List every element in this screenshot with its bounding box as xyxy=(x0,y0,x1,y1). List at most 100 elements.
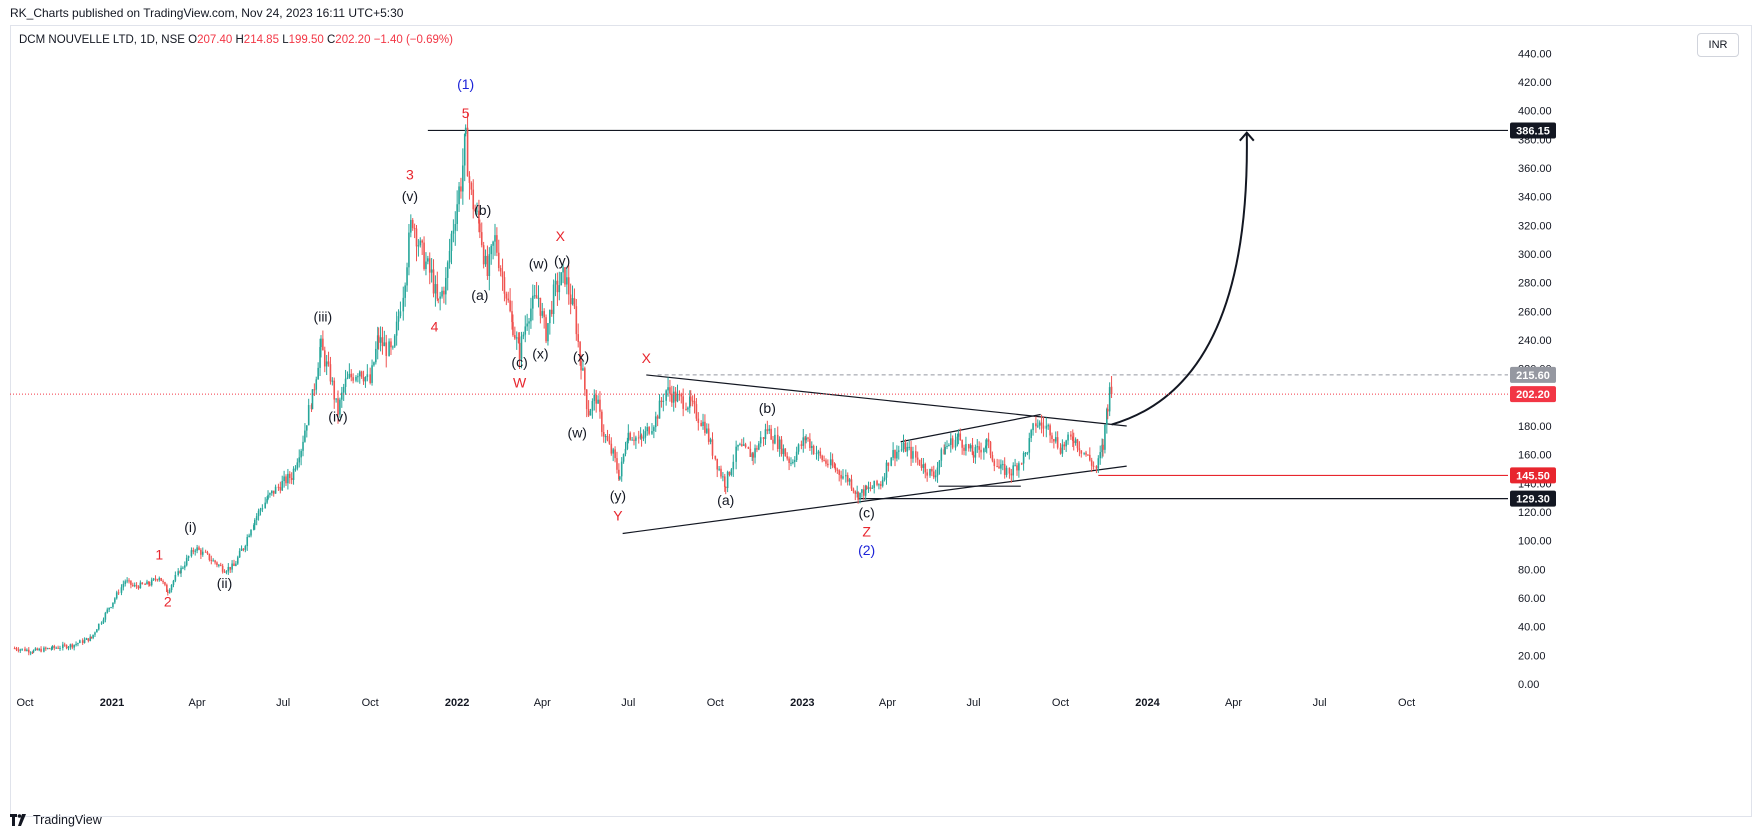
candle-body xyxy=(876,480,878,485)
candle-body xyxy=(272,490,275,494)
candle-body xyxy=(759,437,762,444)
candle-body xyxy=(926,472,928,476)
candle-body xyxy=(392,346,394,348)
candle-body xyxy=(174,574,177,581)
high-label: H xyxy=(235,34,244,46)
candle-body xyxy=(432,269,435,294)
wave-label: (w) xyxy=(529,255,548,271)
price-tags: 215.60 202.20 386.15 145.50 129.30 xyxy=(10,122,1556,507)
candle-body xyxy=(38,648,40,651)
candle-body xyxy=(350,373,353,378)
candle-body xyxy=(723,476,726,487)
tradingview-logo[interactable]: TradingView xyxy=(10,813,102,827)
candle-body xyxy=(271,490,273,494)
candle-body xyxy=(817,451,820,454)
candle-body xyxy=(1008,467,1011,474)
candle-body xyxy=(961,440,963,448)
candle-body xyxy=(1110,386,1113,395)
currency-button[interactable]: INR xyxy=(1697,33,1739,57)
candle-body xyxy=(200,549,202,555)
candle-body xyxy=(974,447,977,458)
candle-body xyxy=(608,440,611,444)
candle-body xyxy=(585,389,588,410)
candle-body xyxy=(580,361,582,371)
candle-body xyxy=(770,428,772,440)
candle-body xyxy=(373,362,375,366)
candle-body xyxy=(556,280,559,293)
candle-body xyxy=(631,439,633,441)
candle-body xyxy=(319,347,321,368)
candle-body xyxy=(730,469,733,475)
candle-body xyxy=(206,552,209,554)
candle-body xyxy=(214,560,216,563)
candle-body xyxy=(466,127,469,177)
candle-body xyxy=(235,563,237,566)
wave-label: (i) xyxy=(184,519,196,535)
candle-body xyxy=(809,438,811,449)
candle-body xyxy=(1076,439,1079,449)
candle-body xyxy=(505,293,508,299)
wave-label: (c) xyxy=(858,505,874,521)
candle-body xyxy=(250,529,252,536)
price-tag-box xyxy=(1510,386,1556,403)
candle-body xyxy=(951,438,954,448)
candle-body xyxy=(27,649,30,653)
candle-body xyxy=(1089,454,1091,461)
candle-body xyxy=(115,592,118,599)
candle-body xyxy=(1038,422,1041,426)
candle-body xyxy=(71,644,74,648)
candle-body xyxy=(355,376,357,381)
candle-body xyxy=(322,338,324,351)
candle-body xyxy=(150,579,153,586)
candle-body xyxy=(530,308,532,322)
chart-frame xyxy=(10,25,1752,817)
candle-body xyxy=(283,476,285,482)
candle-body xyxy=(689,396,692,401)
candle-body xyxy=(612,449,614,454)
candle-body xyxy=(1054,437,1057,442)
symbol-name[interactable]: DCM NOUVELLE LTD, 1D, NSE xyxy=(19,34,185,46)
candle-body xyxy=(685,408,687,410)
candle-body xyxy=(916,457,919,460)
change-value: −1.40 (−0.69%) xyxy=(373,34,453,46)
candle-body xyxy=(554,280,557,285)
candle-body xyxy=(857,492,859,500)
candle-body xyxy=(294,468,297,470)
candle-body xyxy=(48,648,51,650)
candle-body xyxy=(967,444,970,449)
candle-body xyxy=(672,391,675,403)
candle-body xyxy=(653,427,655,432)
candle-body xyxy=(198,547,200,550)
candle-body xyxy=(894,450,896,459)
candle-body xyxy=(397,316,400,322)
candle-body xyxy=(934,475,937,478)
candle-body xyxy=(1036,425,1039,427)
candle-body xyxy=(940,449,943,461)
candle-body xyxy=(339,399,341,415)
candle-body xyxy=(97,623,100,630)
candle-body xyxy=(651,431,653,434)
candle-body xyxy=(287,473,289,484)
candle-body xyxy=(687,407,689,410)
candle-body xyxy=(246,537,249,547)
candle-body xyxy=(564,267,566,285)
candle-body xyxy=(707,428,710,442)
candle-body xyxy=(57,647,59,649)
candle-body xyxy=(871,487,874,489)
candle-body xyxy=(75,643,77,645)
candle-body xyxy=(1003,464,1006,475)
candle-body xyxy=(742,444,745,446)
candle-body xyxy=(587,409,590,416)
candle-body xyxy=(512,322,514,336)
candle-body xyxy=(688,396,691,408)
candle-body xyxy=(15,648,18,650)
candle-body xyxy=(201,551,204,555)
candle-body xyxy=(682,396,684,409)
candle-body xyxy=(360,371,363,378)
candle-body xyxy=(160,577,162,581)
candle-body xyxy=(1092,465,1095,467)
candle-body xyxy=(758,443,760,450)
candle-body xyxy=(904,442,907,452)
candle-body xyxy=(141,582,144,584)
